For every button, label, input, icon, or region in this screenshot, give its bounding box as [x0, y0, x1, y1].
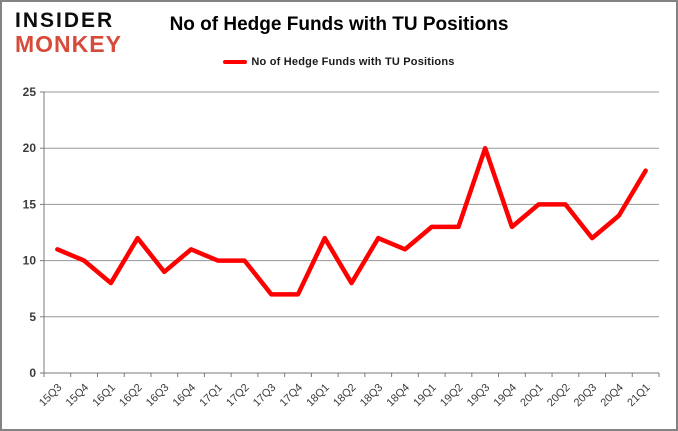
series-line	[55, 145, 648, 297]
x-axis-tick-label: 17Q1	[197, 382, 225, 410]
x-axis-tick-label: 18Q3	[358, 382, 386, 410]
logo-text-insider: INSIDER	[15, 9, 115, 32]
x-axis-tick-label: 21Q1	[625, 382, 653, 410]
x-axis-tick-label: 19Q4	[492, 382, 520, 410]
x-axis-tick-label: 18Q4	[385, 382, 413, 410]
chart-title: No of Hedge Funds with TU Positions	[169, 14, 509, 35]
insider-monkey-logo: INSIDER MONKEY	[15, 10, 122, 56]
x-axis-tick-label: 17Q2	[224, 382, 252, 410]
x-axis-tick-label: 20Q2	[545, 382, 573, 410]
x-axis-tick-label: 17Q4	[278, 382, 306, 410]
legend: No of Hedge Funds with TU Positions	[2, 56, 676, 68]
x-axis-tick-label: 16Q2	[117, 382, 145, 410]
x-axis-tick-label: 20Q1	[518, 382, 546, 410]
x-axis-tick-label: 19Q3	[465, 382, 493, 410]
y-axis-tick-label: 15	[23, 197, 37, 211]
x-axis-tick-label: 16Q3	[144, 382, 172, 410]
x-axis-tick-label: 15Q3	[37, 382, 65, 410]
y-axis-tick-label: 0	[29, 366, 36, 380]
x-axis-tick-label: 20Q3	[572, 382, 600, 410]
x-axis-tick-label: 19Q1	[411, 382, 439, 410]
x-axis-tick-label: 16Q1	[90, 382, 118, 410]
x-axis-tick-label: 19Q2	[438, 382, 466, 410]
x-axis-tick-label: 18Q2	[331, 382, 359, 410]
x-axis-tick-label: 16Q4	[171, 382, 199, 410]
x-axis-tick-label: 20Q4	[598, 382, 626, 410]
y-axis-tick-label: 25	[23, 85, 37, 99]
x-axis-tick-label: 18Q1	[304, 382, 332, 410]
x-axis-tick-label: 15Q4	[64, 382, 92, 410]
logo-text-monkey: MONKEY	[15, 31, 122, 57]
legend-label: No of Hedge Funds with TU Positions	[251, 56, 455, 68]
y-axis-tick-label: 5	[29, 310, 36, 324]
x-axis-tick-label: 17Q3	[251, 382, 279, 410]
y-axis-tick-label: 20	[23, 141, 37, 155]
legend-line-swatch	[223, 60, 248, 64]
y-axis-tick-label: 10	[23, 254, 37, 268]
